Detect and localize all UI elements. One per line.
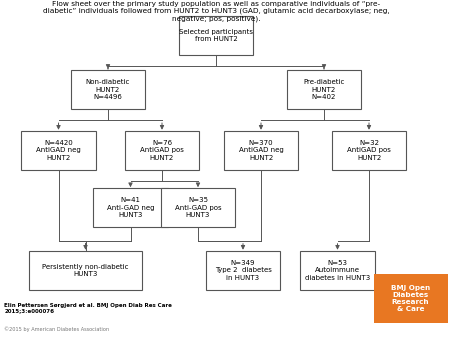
FancyBboxPatch shape: [161, 189, 235, 227]
Text: N=41
Anti-GAD neg
HUNT3: N=41 Anti-GAD neg HUNT3: [107, 197, 154, 218]
FancyBboxPatch shape: [287, 70, 361, 109]
FancyBboxPatch shape: [206, 251, 280, 290]
FancyBboxPatch shape: [224, 131, 298, 170]
Text: N=53
Autoimmune
diabetes in HUNT3: N=53 Autoimmune diabetes in HUNT3: [305, 260, 370, 281]
Text: Selected participants
from HUNT2: Selected participants from HUNT2: [179, 29, 253, 42]
FancyBboxPatch shape: [93, 189, 167, 227]
FancyBboxPatch shape: [22, 131, 96, 170]
Text: Pre-diabetic
HUNT2
N=402: Pre-diabetic HUNT2 N=402: [303, 79, 345, 100]
Text: N=4420
AntiGAD neg
HUNT2: N=4420 AntiGAD neg HUNT2: [36, 140, 81, 161]
Text: Persistently non-diabetic
HUNT3: Persistently non-diabetic HUNT3: [42, 264, 129, 277]
FancyBboxPatch shape: [374, 274, 448, 323]
Text: N=35
Anti-GAD pos
HUNT3: N=35 Anti-GAD pos HUNT3: [175, 197, 221, 218]
Text: N=349
Type 2  diabetes
in HUNT3: N=349 Type 2 diabetes in HUNT3: [215, 260, 271, 281]
Text: N=370
AntiGAD neg
HUNT2: N=370 AntiGAD neg HUNT2: [238, 140, 284, 161]
Text: BMJ Open
Diabetes
Research
& Care: BMJ Open Diabetes Research & Care: [391, 285, 430, 312]
Text: N=76
AntiGAD pos
HUNT2: N=76 AntiGAD pos HUNT2: [140, 140, 184, 161]
Text: ©2015 by American Diabetes Association: ©2015 by American Diabetes Association: [4, 326, 110, 332]
FancyBboxPatch shape: [71, 70, 145, 109]
FancyBboxPatch shape: [332, 131, 406, 170]
FancyBboxPatch shape: [301, 251, 374, 290]
Text: Non-diabetic
HUNT2
N=4496: Non-diabetic HUNT2 N=4496: [86, 79, 130, 100]
FancyBboxPatch shape: [125, 131, 199, 170]
FancyBboxPatch shape: [29, 251, 142, 290]
FancyBboxPatch shape: [179, 16, 253, 55]
Text: N=32
AntiGAD pos
HUNT2: N=32 AntiGAD pos HUNT2: [347, 140, 391, 161]
Text: Flow sheet over the primary study population as well as comparative individuals : Flow sheet over the primary study popula…: [43, 1, 389, 22]
Text: Elin Pettersen Sørgjerd et al. BMJ Open Diab Res Care
2015;3:e000076: Elin Pettersen Sørgjerd et al. BMJ Open …: [4, 303, 172, 313]
